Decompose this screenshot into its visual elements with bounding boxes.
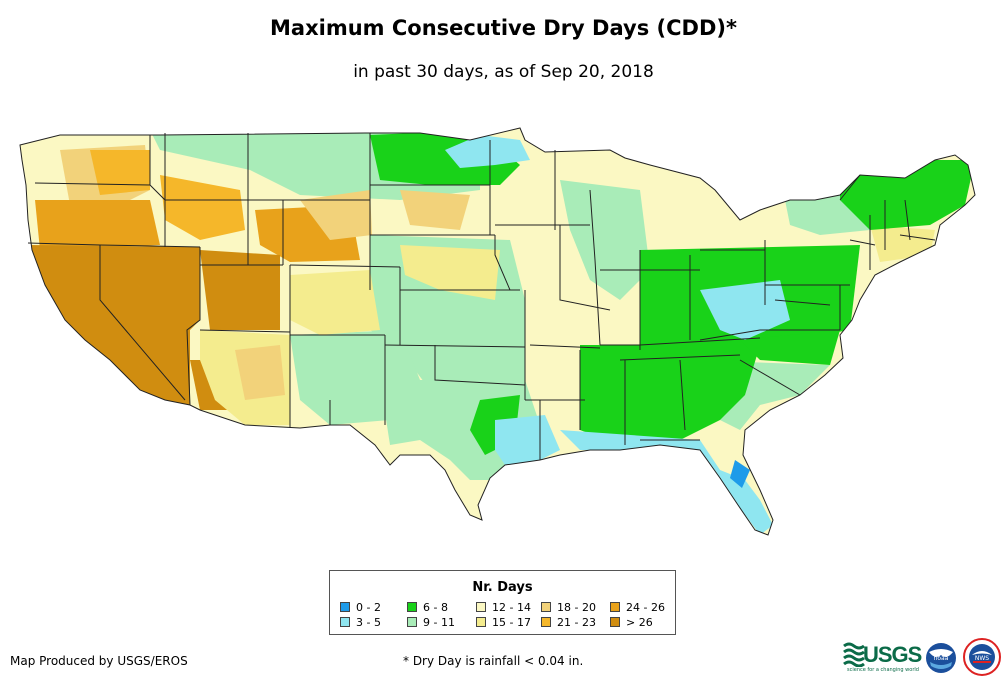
cdd-region (560, 430, 773, 535)
cdd-region (870, 225, 935, 262)
noaa-logo: noaa (926, 643, 956, 673)
legend-label: 15 - 17 (492, 616, 531, 629)
legend-item: > 26 (610, 617, 653, 629)
legend-swatch (340, 617, 350, 627)
legend-item: 24 - 26 (610, 602, 665, 614)
legend-label: 6 - 8 (423, 601, 448, 614)
usgs-text: USGS (863, 642, 922, 667)
cdd-region (90, 150, 150, 195)
cdd-region (495, 415, 560, 465)
legend-swatch (476, 602, 486, 612)
legend-label: 21 - 23 (557, 616, 596, 629)
legend-label: 18 - 20 (557, 601, 596, 614)
cdd-region (840, 160, 975, 230)
nws-logo: NWS (963, 638, 1001, 676)
credit-text: Map Produced by USGS/EROS (10, 654, 188, 668)
legend: Nr. Days 0 - 2 3 - 5 6 - 8 9 - 11 12 - 14 15 … (329, 570, 676, 635)
legend-swatch (340, 602, 350, 612)
cdd-region (160, 175, 245, 240)
legend-title: Nr. Days (472, 580, 533, 595)
legend-label: 12 - 14 (492, 601, 531, 614)
legend-item: 0 - 2 (340, 602, 381, 614)
cdd-region (700, 280, 790, 340)
legend-swatch (541, 617, 551, 627)
legend-item: 15 - 17 (476, 617, 531, 629)
legend-label: 24 - 26 (626, 601, 665, 614)
legend-swatch (541, 602, 551, 612)
legend-label: 3 - 5 (356, 616, 381, 629)
legend-label: 0 - 2 (356, 601, 381, 614)
cdd-region (400, 245, 500, 300)
legend-swatch (476, 617, 486, 627)
legend-item: 18 - 20 (541, 602, 596, 614)
legend-item: 9 - 11 (407, 617, 455, 629)
usgs-logo: USGS science for a changing world (843, 641, 922, 675)
cdd-region (740, 330, 840, 365)
cdd-region (730, 460, 750, 488)
cdd-region (400, 190, 470, 230)
legend-label: 9 - 11 (423, 616, 455, 629)
legend-item: 12 - 14 (476, 602, 531, 614)
legend-item: 6 - 8 (407, 602, 448, 614)
map-subtitle: in past 30 days, as of Sep 20, 2018 (353, 62, 654, 82)
cdd-region (290, 270, 380, 335)
nws-text: NWS (975, 655, 989, 662)
state-borders (19, 127, 976, 536)
legend-label: > 26 (626, 616, 653, 629)
noaa-text: noaa (934, 655, 949, 662)
cdd-region (35, 200, 160, 250)
legend-swatch (407, 617, 417, 627)
cdd-region (445, 135, 530, 168)
legend-swatch (610, 602, 620, 612)
cdd-region (200, 250, 280, 330)
legend-item: 3 - 5 (340, 617, 381, 629)
legend-swatch (610, 617, 620, 627)
footnote-text: * Dry Day is rainfall < 0.04 in. (403, 654, 584, 668)
legend-swatch (407, 602, 417, 612)
cdd-region (235, 345, 285, 400)
cdd-region (28, 245, 200, 405)
legend-item: 21 - 23 (541, 617, 596, 629)
usgs-waves-icon (843, 642, 865, 667)
map-title: Maximum Consecutive Dry Days (CDD)* (270, 16, 737, 40)
usgs-tagline: science for a changing world (847, 667, 919, 673)
cdd-region (300, 190, 372, 240)
